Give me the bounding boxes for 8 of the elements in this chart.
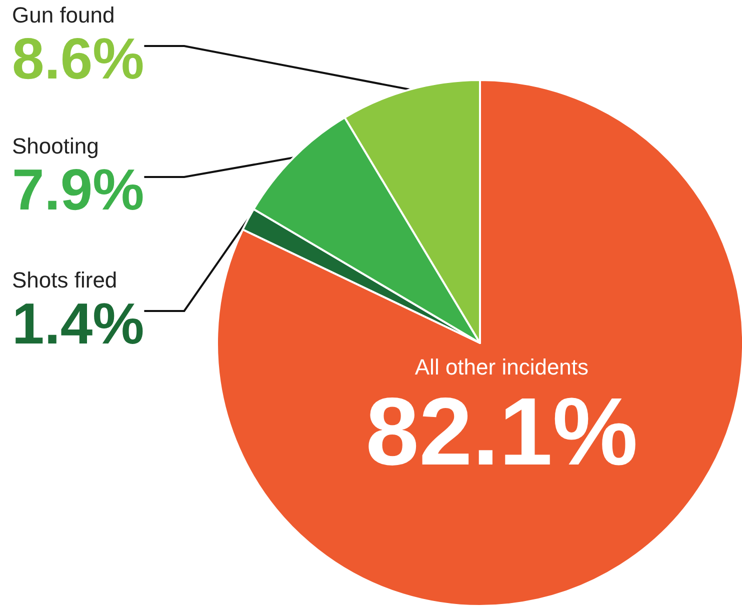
slice-label: All other incidents [414,354,589,380]
data-label: 1.4% [12,292,144,356]
slice-label: Shooting [12,134,99,158]
data-label: 8.6% [12,26,144,92]
data-label: 82.1% [366,378,638,486]
slice-label: Shots fired [12,268,118,292]
slice-label: Gun found [12,2,115,28]
data-label: 7.9% [12,158,144,222]
